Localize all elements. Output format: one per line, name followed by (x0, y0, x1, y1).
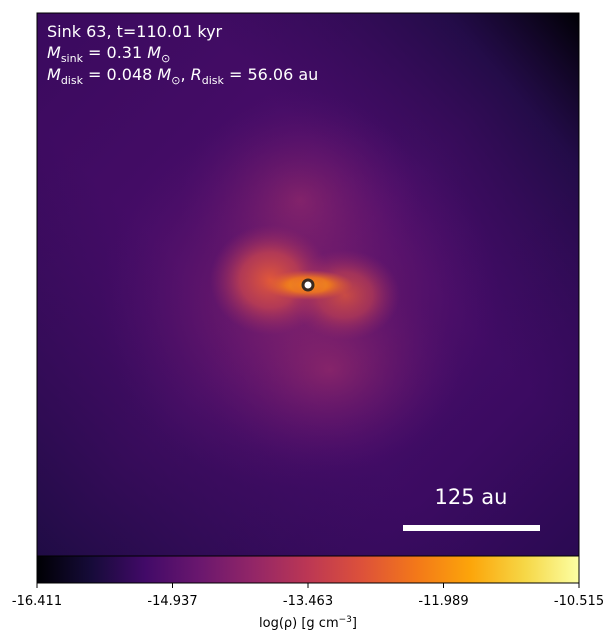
text: log(ρ) [g cm (259, 616, 339, 631)
colorbar (36, 555, 580, 584)
text: sink (61, 52, 84, 65)
text: M (47, 43, 61, 62)
scale-bar (403, 525, 540, 531)
annotations: Sink 63, t=110.01 kyr Msink = 0.31 M⊙ Md… (47, 22, 318, 87)
text: = 56.06 au (224, 65, 318, 84)
text: = 0.048 (83, 65, 157, 84)
colorbar-tick-label: -13.463 (283, 594, 333, 609)
annotation: Sink 63, t=110.01 kyr (47, 22, 223, 41)
text: −3 (339, 615, 352, 625)
text: M (47, 65, 61, 84)
text: Sink 63, t=110.01 kyr (47, 22, 223, 41)
density-image (37, 13, 579, 556)
text: M (157, 65, 171, 84)
annotation: Mdisk = 0.048 M⊙, Rdisk = 56.06 au (47, 65, 318, 87)
text: disk (61, 74, 84, 87)
sink-marker (301, 278, 315, 292)
text: ⊙ (161, 52, 170, 65)
colorbar-tick-label: -14.937 (147, 594, 197, 609)
annotation: Msink = 0.31 M⊙ (47, 43, 170, 65)
colorbar-ticks: -16.411 -14.937 -13.463 -11.989 -10.515 (12, 583, 604, 609)
colorbar-tick-label: -10.515 (554, 594, 604, 609)
colorbar-tick-label: -16.411 (12, 594, 62, 609)
text: disk (202, 74, 225, 87)
text: ] (352, 616, 357, 631)
text: ⊙ (171, 74, 180, 87)
colorbar-tick-label: -11.989 (418, 594, 468, 609)
text: R (191, 65, 202, 84)
text: M (147, 43, 161, 62)
text: , (180, 65, 190, 84)
text: = 0.31 (83, 43, 147, 62)
colorbar-label: log(ρ) [g cm−3] (259, 615, 357, 631)
scale-bar-label: 125 au (435, 485, 508, 509)
